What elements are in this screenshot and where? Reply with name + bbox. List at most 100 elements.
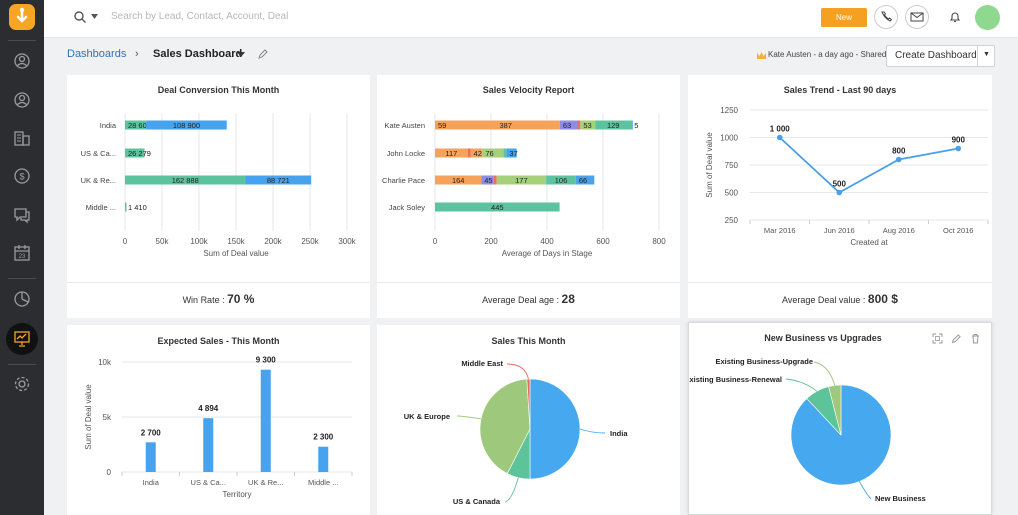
data-label: 1 000 <box>770 125 791 134</box>
bar-segment <box>245 175 312 185</box>
data-label: 2 700 <box>141 428 162 437</box>
data-label: 445 <box>491 203 504 212</box>
x-tick-label: 0 <box>433 237 438 246</box>
pie-leader-line <box>579 428 606 434</box>
crown-icon <box>757 52 766 59</box>
data-point <box>836 189 843 196</box>
dashboard-switch-caret-icon[interactable] <box>237 52 245 57</box>
sidebar-contacts-icon[interactable] <box>12 90 32 110</box>
bar <box>318 446 329 472</box>
bar-segment <box>467 148 471 158</box>
sidebar-calendar-icon[interactable]: 23 <box>12 243 32 263</box>
card-title: Sales Velocity Report <box>482 85 575 95</box>
edit-pencil-icon[interactable] <box>257 48 269 60</box>
x-tick-label: Mar 2016 <box>764 226 796 235</box>
x-tick-label: Oct 2016 <box>943 226 973 235</box>
deal-conversion-chart: 0 50k 100k 150k 200k 250k 300k Sum of Deal valu… <box>81 113 357 258</box>
sidebar-accounts-icon[interactable] <box>12 128 32 148</box>
sidebar: $ 23 <box>0 0 44 515</box>
bar-segment <box>577 120 581 130</box>
data-label: 900 <box>952 136 966 145</box>
mail-button[interactable] <box>905 5 929 29</box>
divider <box>67 282 370 283</box>
x-tick-label: 800 <box>652 237 666 246</box>
sidebar-settings-icon[interactable] <box>12 374 32 394</box>
edit-icon[interactable] <box>951 333 962 344</box>
y-category-label: Jack Soley <box>389 203 426 212</box>
x-tick-label: 600 <box>596 237 610 246</box>
sales-trend-chart: 250 500 750 1000 1250 Mar 2016 Jun 2016 Aug 201… <box>705 106 989 247</box>
x-tick-label: 150k <box>227 237 245 246</box>
user-avatar[interactable] <box>975 5 1000 30</box>
sidebar-dashboards-icon[interactable] <box>12 329 32 349</box>
pie-slice-label: India <box>610 429 628 438</box>
new-button[interactable]: New <box>821 8 867 27</box>
pie-leader-line <box>813 361 836 386</box>
app-logo[interactable] <box>9 4 35 30</box>
bar-segment <box>482 148 504 158</box>
y-category-label: Middle ... <box>86 203 116 212</box>
expected-sales-chart: 0 5k 10k 2 700 India 4 894 US & Ca... 9 300 UK &… <box>84 356 353 499</box>
x-tick-label: 100k <box>190 237 208 246</box>
bar-segment <box>595 120 632 130</box>
x-tick-label: Middle ... <box>308 478 338 487</box>
sidebar-activities-icon[interactable] <box>12 205 32 225</box>
breadcrumb-dashboards[interactable]: Dashboards <box>67 48 127 60</box>
y-axis-label: Sum of Deal value <box>705 132 714 198</box>
call-button[interactable] <box>874 5 898 29</box>
card-sales-this-month: Sales This Month India US & Canada UK & Eu… <box>377 325 680 515</box>
mail-icon <box>910 12 924 22</box>
y-tick-label: 1250 <box>720 106 738 115</box>
data-label: 117 <box>445 149 457 158</box>
y-tick-label: 10k <box>98 358 112 367</box>
data-label: 500 <box>833 180 847 189</box>
card-expected-sales: Expected Sales - This Month 0 5k 10k 2 700 I… <box>67 325 370 515</box>
pie-slice <box>828 384 842 436</box>
pie-leader-line <box>456 415 482 420</box>
x-axis-label: Average of Days in Stage <box>502 249 593 258</box>
delete-icon[interactable] <box>970 333 981 344</box>
data-label: 1 410 <box>128 203 147 212</box>
page-title: Sales Dashboard <box>153 48 243 60</box>
card-title: Expected Sales - This Month <box>157 336 280 346</box>
data-label: 800 <box>892 147 906 156</box>
data-point <box>776 134 783 141</box>
sidebar-deals-icon[interactable]: $ <box>12 166 32 186</box>
create-dashboard-button[interactable]: Create Dashboard <box>886 45 995 67</box>
bar-segment <box>546 175 576 185</box>
avg-deal-value-stat: Average Deal value : 800 $ <box>688 292 992 306</box>
expand-icon[interactable] <box>932 333 943 344</box>
search-icon[interactable] <box>73 10 87 24</box>
divider <box>688 282 992 283</box>
sidebar-dashboards-active[interactable] <box>6 323 38 355</box>
x-tick-label: Jun 2016 <box>824 226 855 235</box>
card-title: Deal Conversion This Month <box>157 85 280 95</box>
x-axis-label: Sum of Deal value <box>203 249 269 258</box>
data-label: 5 <box>634 121 638 130</box>
x-tick-label: 200k <box>264 237 282 246</box>
bar-segment <box>496 175 547 185</box>
bar-segment <box>470 148 483 158</box>
x-tick-label: 0 <box>123 237 128 246</box>
y-tick-label: 0 <box>107 468 112 477</box>
card-title: New Business vs Upgrades <box>764 333 882 343</box>
y-tick-label: 5k <box>103 413 112 422</box>
y-category-label: John Locke <box>387 149 425 158</box>
bar-segment <box>125 202 127 212</box>
sidebar-reports-icon[interactable] <box>12 289 32 309</box>
sidebar-leads-icon[interactable] <box>12 51 32 71</box>
deal-age-stat: Average Deal age : 28 <box>377 292 680 306</box>
data-label: 66 <box>579 176 587 185</box>
search-input[interactable]: Search by Lead, Contact, Account, Deal <box>111 11 289 22</box>
stat-value: 800 $ <box>867 292 898 306</box>
bar <box>260 369 271 472</box>
search-scope-caret-icon[interactable] <box>91 14 98 19</box>
pie-leader-line <box>506 363 529 380</box>
data-label: 129 <box>607 121 620 130</box>
data-label: 9 300 <box>256 356 277 365</box>
bell-icon[interactable] <box>948 10 962 24</box>
pie-slice-label: US & Canada <box>453 497 501 506</box>
data-label: 4 894 <box>198 404 219 413</box>
create-dashboard-dropdown[interactable]: ▼ <box>977 45 995 67</box>
x-tick-label: 400 <box>540 237 554 246</box>
